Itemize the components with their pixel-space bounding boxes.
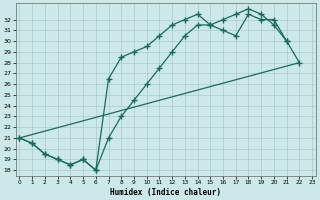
X-axis label: Humidex (Indice chaleur): Humidex (Indice chaleur) (110, 188, 221, 197)
